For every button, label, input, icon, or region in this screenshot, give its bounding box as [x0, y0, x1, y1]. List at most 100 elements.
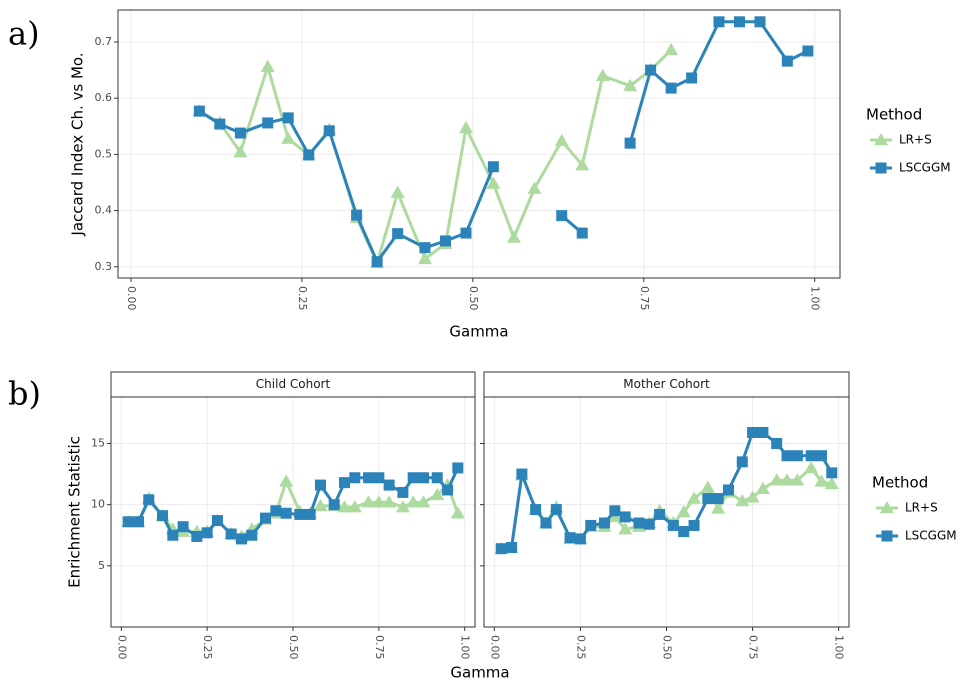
- marker: [363, 472, 375, 484]
- marker: [235, 533, 247, 545]
- marker: [281, 131, 296, 144]
- x-tick-label: 0.75: [747, 635, 760, 660]
- marker: [260, 512, 272, 524]
- marker: [132, 516, 144, 528]
- marker: [757, 426, 769, 438]
- marker: [395, 500, 410, 513]
- y-tick-label: 0.7: [95, 35, 113, 48]
- x-tick-label: 0.50: [467, 286, 480, 311]
- marker: [157, 510, 169, 522]
- marker: [193, 105, 205, 117]
- y-tick-label: 10: [91, 498, 105, 511]
- marker: [407, 472, 419, 484]
- x-tick-label: 0.75: [373, 635, 386, 660]
- series-line: [198, 48, 673, 265]
- marker: [234, 127, 246, 139]
- marker: [574, 533, 586, 545]
- marker: [442, 484, 454, 496]
- marker: [667, 519, 679, 531]
- marker: [390, 185, 405, 198]
- marker: [769, 473, 784, 486]
- legend-title: Method: [872, 474, 928, 492]
- marker: [736, 456, 748, 468]
- marker: [246, 529, 258, 541]
- y-tick-label: 15: [91, 436, 105, 449]
- marker: [747, 426, 759, 438]
- x-tick-label: 0.00: [488, 635, 501, 660]
- marker: [323, 125, 335, 137]
- marker: [339, 477, 351, 489]
- marker: [406, 495, 421, 508]
- legend-label: LSCGGM: [899, 161, 951, 175]
- x-tick-label: 0.25: [201, 635, 214, 660]
- y-tick-label: 5: [98, 559, 105, 572]
- x-tick-label: 0.00: [125, 286, 138, 311]
- legend-label: LR+S: [905, 501, 938, 515]
- marker: [486, 176, 501, 189]
- marker: [755, 481, 770, 495]
- marker: [623, 78, 638, 92]
- marker: [804, 460, 819, 474]
- y-axis-title: Enrichment Statistic: [66, 436, 84, 588]
- marker: [211, 515, 223, 527]
- marker: [802, 45, 814, 57]
- marker: [347, 500, 362, 513]
- marker: [686, 72, 698, 84]
- marker: [392, 228, 404, 240]
- panel-label: b): [8, 375, 41, 413]
- marker: [430, 487, 445, 501]
- marker: [745, 490, 760, 503]
- marker: [609, 505, 621, 517]
- plot-border: [117, 9, 841, 279]
- marker: [575, 158, 590, 171]
- x-tick-label: 1.00: [833, 635, 846, 660]
- marker: [781, 450, 793, 462]
- marker: [722, 484, 734, 496]
- x-tick-label: 1.00: [459, 635, 472, 660]
- marker: [233, 145, 248, 158]
- marker: [805, 450, 817, 462]
- marker: [687, 491, 702, 504]
- marker: [735, 493, 750, 507]
- marker: [506, 230, 521, 243]
- marker: [875, 162, 887, 174]
- marker: [260, 59, 275, 72]
- marker: [530, 504, 542, 516]
- marker: [314, 479, 326, 491]
- marker: [191, 530, 203, 542]
- marker: [225, 528, 237, 540]
- marker: [881, 530, 893, 542]
- marker: [167, 529, 179, 541]
- marker: [280, 507, 292, 519]
- x-axis-title: Gamma: [449, 323, 508, 341]
- marker: [459, 120, 474, 134]
- marker: [371, 495, 386, 508]
- plot-background: [118, 10, 840, 278]
- y-tick-label: 0.3: [95, 260, 113, 273]
- marker: [417, 472, 429, 484]
- x-axis-title: Gamma: [450, 664, 509, 681]
- marker: [337, 500, 352, 513]
- marker: [618, 522, 633, 535]
- marker: [214, 118, 226, 130]
- marker: [712, 493, 724, 505]
- marker: [664, 42, 679, 56]
- marker: [540, 517, 552, 529]
- marker: [450, 506, 465, 519]
- facet-title: Child Cohort: [256, 377, 331, 391]
- marker: [733, 16, 745, 28]
- y-axis-title: Jaccard Index Ch. vs Mo.: [69, 52, 87, 236]
- marker: [645, 64, 657, 76]
- marker: [633, 517, 645, 529]
- marker: [814, 474, 829, 487]
- marker: [824, 476, 839, 490]
- marker: [826, 467, 838, 479]
- x-tick-label: 0.50: [661, 635, 674, 660]
- marker: [688, 519, 700, 531]
- marker: [713, 16, 725, 28]
- marker: [815, 450, 827, 462]
- y-tick-label: 0.4: [95, 204, 113, 217]
- marker: [416, 495, 431, 508]
- marker: [177, 521, 189, 533]
- x-tick-label: 0.25: [574, 635, 587, 660]
